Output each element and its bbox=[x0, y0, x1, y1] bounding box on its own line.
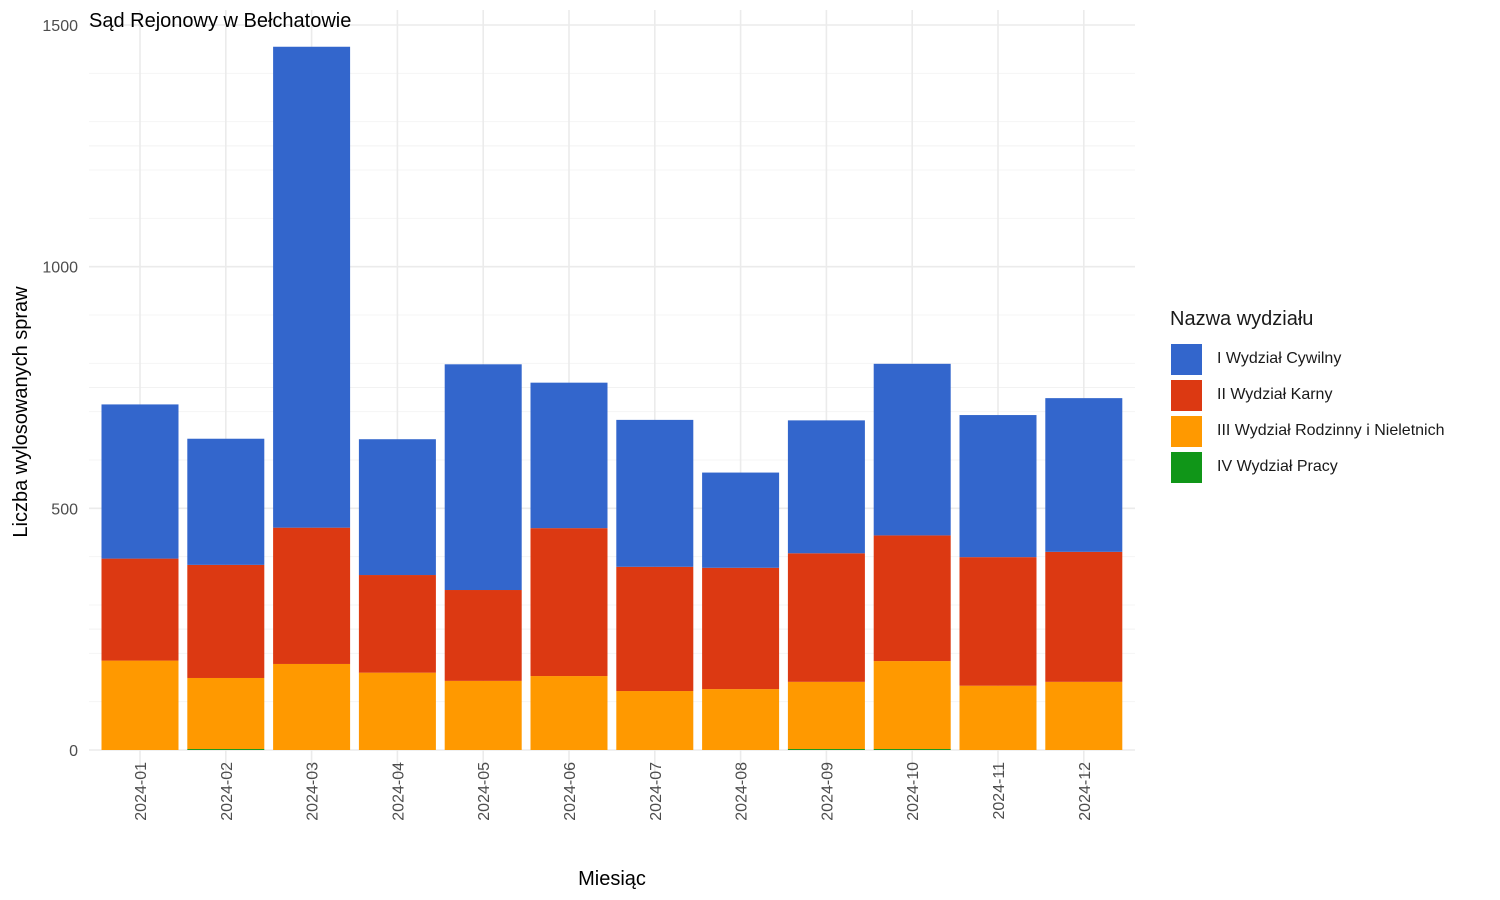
legend-label: II Wydział Karny bbox=[1217, 386, 1333, 403]
bar-segment bbox=[444, 680, 522, 750]
legend-title: Nazwa wydziału bbox=[1170, 308, 1314, 330]
legend-item-cywilny: I Wydział Cywilny bbox=[1170, 341, 1445, 377]
bar-segment bbox=[101, 660, 179, 750]
x-tick-label: 2024-03 bbox=[305, 762, 322, 821]
y-tick-label: 0 bbox=[69, 743, 78, 760]
y-tick-label: 500 bbox=[51, 501, 78, 518]
legend: Nazwa wydziału I Wydział Cywilny II Wydz… bbox=[1170, 308, 1445, 485]
bar-segment bbox=[101, 558, 179, 661]
bar-segment bbox=[187, 677, 265, 750]
bar-segment bbox=[873, 363, 951, 536]
legend-item-rodzinny: III Wydział Rodzinny i Nieletnich bbox=[1170, 413, 1445, 449]
bar-segment bbox=[187, 749, 265, 750]
bar-segment bbox=[959, 685, 1037, 750]
legend-swatch bbox=[1170, 414, 1203, 448]
x-tick-label: 2024-07 bbox=[648, 762, 665, 821]
bar-segment bbox=[702, 689, 780, 750]
bar-segment bbox=[530, 382, 608, 529]
bar-segment bbox=[616, 419, 694, 567]
x-tick-label: 2024-01 bbox=[133, 762, 150, 821]
bar-segment bbox=[616, 566, 694, 692]
legend-swatch bbox=[1170, 342, 1203, 376]
y-axis-ticks: 0 500 1000 1500 bbox=[42, 18, 78, 760]
legend-item-pracy: IV Wydział Pracy bbox=[1170, 449, 1445, 485]
bar-segment bbox=[358, 672, 436, 750]
bar-segment bbox=[873, 749, 951, 750]
bar-segment bbox=[787, 681, 865, 750]
x-tick-label: 2024-02 bbox=[219, 762, 236, 821]
chart-title: Sąd Rejonowy w Bełchatowie bbox=[89, 10, 351, 32]
bar-segment bbox=[702, 567, 780, 690]
y-axis-label: Liczba wylosowanych spraw bbox=[10, 286, 32, 538]
bar-segment bbox=[873, 535, 951, 662]
bar-segment bbox=[530, 676, 608, 750]
y-tick-label: 1000 bbox=[42, 260, 78, 277]
bar-segment bbox=[273, 527, 351, 664]
x-tick-label: 2024-10 bbox=[905, 762, 922, 821]
legend-swatch bbox=[1170, 450, 1203, 484]
bar-segment bbox=[1045, 551, 1123, 682]
bar-segment bbox=[273, 46, 351, 528]
bar-segment bbox=[273, 663, 351, 750]
bar-segment bbox=[187, 564, 265, 678]
bar-segment bbox=[101, 404, 179, 559]
bar-segment bbox=[787, 420, 865, 554]
bar-segment bbox=[1045, 398, 1123, 552]
legend-item-karny: II Wydział Karny bbox=[1170, 377, 1445, 413]
x-tick-label: 2024-06 bbox=[562, 762, 579, 821]
legend-label: III Wydział Rodzinny i Nieletnich bbox=[1217, 422, 1445, 439]
x-axis-label: Miesiąc bbox=[578, 868, 646, 890]
bar-segment bbox=[959, 415, 1037, 558]
bar-segment bbox=[444, 364, 522, 591]
bar-segment bbox=[358, 439, 436, 576]
bar-segment bbox=[873, 661, 951, 750]
bars bbox=[101, 46, 1123, 750]
bar-segment bbox=[358, 575, 436, 673]
bar-segment bbox=[1045, 681, 1123, 750]
bar-segment bbox=[187, 438, 265, 565]
x-tick-label: 2024-04 bbox=[390, 762, 407, 821]
legend-label: I Wydział Cywilny bbox=[1217, 350, 1342, 367]
x-tick-label: 2024-08 bbox=[734, 762, 751, 821]
x-axis-ticks: 2024-01 2024-02 2024-03 2024-04 2024-05 2024-… bbox=[133, 762, 1094, 821]
x-tick-label: 2024-09 bbox=[819, 762, 836, 821]
bar-segment bbox=[530, 528, 608, 677]
legend-swatch bbox=[1170, 378, 1203, 412]
x-tick-label: 2024-05 bbox=[476, 762, 493, 821]
y-tick-label: 1500 bbox=[42, 18, 78, 35]
legend-label: IV Wydział Pracy bbox=[1217, 458, 1338, 475]
bar-segment bbox=[702, 472, 780, 568]
x-tick-label: 2024-12 bbox=[1077, 762, 1094, 821]
x-tick-label: 2024-11 bbox=[991, 762, 1008, 820]
bar-segment bbox=[959, 557, 1037, 686]
bar-segment bbox=[444, 590, 522, 681]
bar-segment bbox=[616, 691, 694, 750]
bar-segment bbox=[787, 553, 865, 682]
bar-segment bbox=[787, 749, 865, 750]
